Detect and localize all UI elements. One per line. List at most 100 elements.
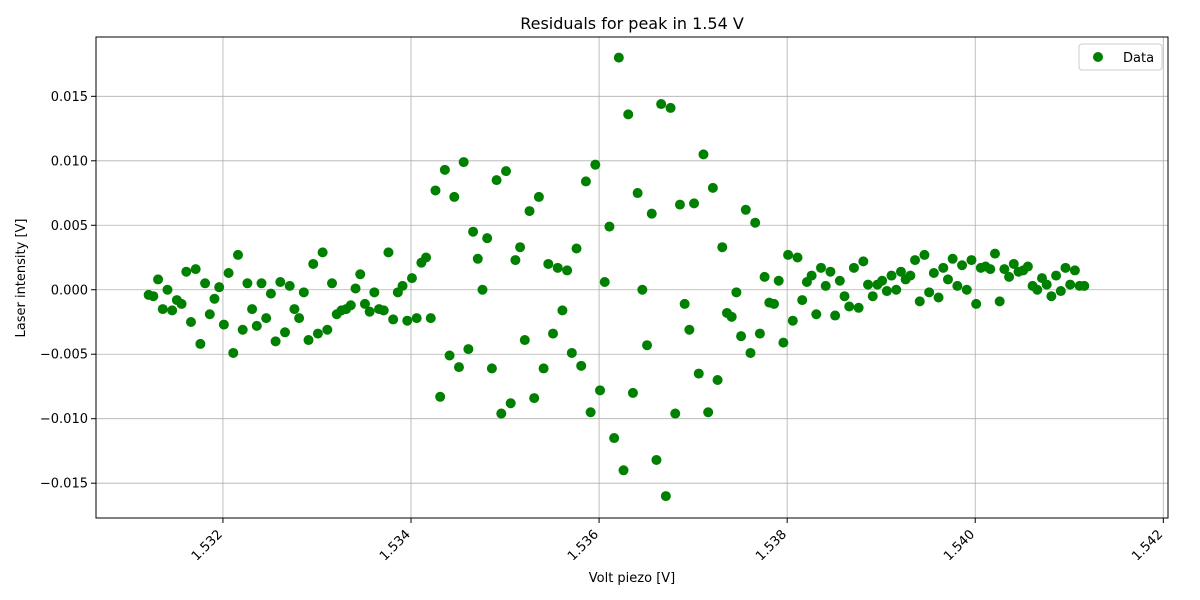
data-point xyxy=(834,275,845,286)
data-point xyxy=(500,166,511,177)
data-point xyxy=(627,387,638,398)
y-tick-label: 0.010 xyxy=(51,154,88,169)
legend: Data xyxy=(1078,43,1163,71)
data-point xyxy=(486,363,497,374)
data-point xyxy=(717,242,728,253)
y-tick-label: −0.010 xyxy=(40,412,88,427)
data-point xyxy=(303,335,314,346)
data-point xyxy=(848,262,859,273)
data-point xyxy=(844,301,855,312)
data-point xyxy=(355,269,366,280)
data-point xyxy=(552,262,563,273)
data-point xyxy=(312,328,323,339)
data-point xyxy=(703,407,714,418)
data-point xyxy=(1046,291,1057,302)
data-point xyxy=(1032,284,1043,295)
data-point xyxy=(209,293,220,304)
data-point xyxy=(792,252,803,263)
data-point xyxy=(623,109,634,120)
data-point xyxy=(148,291,159,302)
data-point xyxy=(223,267,234,278)
data-point xyxy=(472,253,483,264)
data-point xyxy=(613,52,624,63)
data-point xyxy=(745,347,756,358)
data-point xyxy=(388,314,399,325)
data-point xyxy=(679,298,690,309)
data-point xyxy=(477,284,488,295)
data-point xyxy=(242,278,253,289)
data-point xyxy=(656,99,667,110)
grid-lines xyxy=(96,37,1168,518)
data-point xyxy=(604,221,615,232)
data-point xyxy=(830,310,841,321)
data-point xyxy=(693,368,704,379)
data-point xyxy=(1051,270,1062,281)
legend-label-data: Data xyxy=(1123,51,1154,66)
data-point xyxy=(369,287,380,298)
data-point xyxy=(406,273,417,284)
data-point xyxy=(707,182,718,193)
data-point xyxy=(881,286,892,297)
data-point xyxy=(289,304,300,315)
data-point xyxy=(773,275,784,286)
data-point xyxy=(359,298,370,309)
data-point xyxy=(378,305,389,316)
data-point xyxy=(383,247,394,258)
data-point xyxy=(317,247,328,258)
data-point xyxy=(430,185,441,196)
data-point xyxy=(877,275,888,286)
data-point xyxy=(938,262,949,273)
data-point xyxy=(731,287,742,298)
data-point xyxy=(190,264,201,275)
data-point xyxy=(797,295,808,306)
y-axis-ticks: −0.015 −0.010 −0.005 0.000 0.005 0.010 0.015 xyxy=(40,90,96,492)
legend-marker-data xyxy=(1093,52,1103,62)
data-point xyxy=(905,270,916,281)
data-point xyxy=(421,252,432,263)
data-point xyxy=(947,253,958,264)
data-point xyxy=(971,298,982,309)
data-point xyxy=(957,260,968,271)
data-point xyxy=(576,360,587,371)
data-point xyxy=(449,191,460,202)
data-point xyxy=(914,296,925,307)
data-point xyxy=(232,249,243,260)
data-point xyxy=(543,258,554,269)
data-point xyxy=(933,292,944,303)
data-point xyxy=(515,242,526,253)
data-point xyxy=(816,262,827,273)
data-point xyxy=(886,270,897,281)
data-point xyxy=(590,159,601,170)
data-point xyxy=(999,264,1010,275)
data-point xyxy=(251,320,262,331)
data-point xyxy=(453,362,464,373)
data-point xyxy=(736,331,747,342)
data-point xyxy=(1041,279,1052,290)
data-point xyxy=(1069,265,1080,276)
data-point xyxy=(562,265,573,276)
data-point xyxy=(778,337,789,348)
data-point xyxy=(863,279,874,290)
data-point xyxy=(580,176,591,187)
data-point xyxy=(787,315,798,326)
data-point xyxy=(214,282,225,293)
data-point xyxy=(533,191,544,202)
data-point xyxy=(397,280,408,291)
data-point xyxy=(350,283,361,294)
data-point xyxy=(646,208,657,219)
data-point xyxy=(595,385,606,396)
data-point xyxy=(740,204,751,215)
data-point xyxy=(270,336,281,347)
data-point xyxy=(895,266,906,277)
data-point xyxy=(566,347,577,358)
data-point xyxy=(1060,262,1071,273)
data-point xyxy=(858,256,869,267)
x-axis-label: Volt piezo [V] xyxy=(589,571,676,586)
data-point xyxy=(482,233,493,244)
y-tick-label: 0.005 xyxy=(51,219,88,234)
data-point xyxy=(557,305,568,316)
data-point xyxy=(674,199,685,210)
data-point xyxy=(327,278,338,289)
data-point xyxy=(665,102,676,113)
